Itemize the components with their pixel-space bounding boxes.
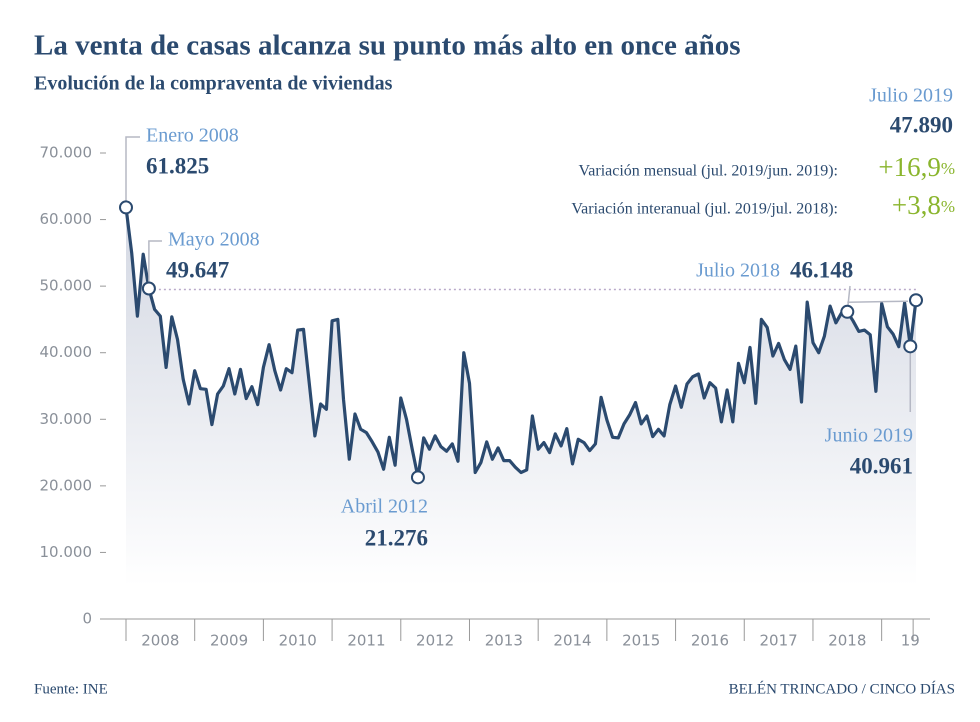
y-tick-label: 0 xyxy=(82,610,92,628)
x-tick-label: 2014 xyxy=(553,632,591,650)
y-tick-label: 20.000 xyxy=(40,476,93,494)
y-tick-label: 10.000 xyxy=(40,543,93,561)
highlight-point xyxy=(141,281,156,296)
variation-value: +16,9% xyxy=(878,152,955,182)
y-tick-label: 30.000 xyxy=(40,410,93,428)
annotation-value: 21.276 xyxy=(365,525,428,550)
annotation-value: 49.647 xyxy=(166,257,229,282)
variation-unit: % xyxy=(941,159,955,178)
y-tick-label: 50.000 xyxy=(40,277,93,295)
credit: BELÉN TRINCADO / CINCO DÍAS xyxy=(729,680,955,697)
leader-line xyxy=(125,136,140,208)
x-tick-label: 2015 xyxy=(622,632,660,650)
annotation-label: Junio 2019 xyxy=(825,425,913,447)
y-tick-label: 70.000 xyxy=(40,144,93,162)
y-tick-label: 60.000 xyxy=(40,210,93,228)
chart-title: La venta de casas alcanza su punto más a… xyxy=(34,30,741,62)
annotation-value: 61.825 xyxy=(146,153,209,178)
variation-number: +3,8 xyxy=(892,190,941,220)
chart-subtitle: Evolución de la compraventa de viviendas xyxy=(34,73,393,95)
y-tick-label: 40.000 xyxy=(40,343,93,361)
highlight-point xyxy=(903,339,918,354)
variation-label: Variación interanual (jul. 2019/jul. 201… xyxy=(571,201,838,218)
x-tick-label: 2018 xyxy=(828,632,866,650)
annotation-value: 40.961 xyxy=(850,453,913,478)
source: Fuente: INE xyxy=(34,681,108,697)
area xyxy=(126,207,916,586)
x-tick-label: 19 xyxy=(901,632,920,650)
x-tick-label: 2009 xyxy=(210,632,248,650)
variation-label: Variación mensual (jul. 2019/jun. 2019): xyxy=(578,163,838,180)
annotation-label: Julio 2019 xyxy=(869,85,953,107)
highlight-point xyxy=(410,470,425,485)
x-tick-label: 2013 xyxy=(485,632,523,650)
leader-line xyxy=(847,300,909,303)
variation-value: +3,8% xyxy=(892,190,955,220)
annotation-label: Abril 2012 xyxy=(341,496,428,518)
variation-unit: % xyxy=(941,197,955,216)
annotation-label: Mayo 2008 xyxy=(168,229,260,251)
annotation-label: Enero 2008 xyxy=(146,125,239,147)
x-tick-label: 2016 xyxy=(691,632,729,650)
highlight-point xyxy=(119,200,133,215)
x-tick-label: 2010 xyxy=(279,632,317,650)
x-tick-label: 2008 xyxy=(141,632,179,650)
highlight-point xyxy=(840,304,855,319)
x-tick-label: 2011 xyxy=(347,632,385,650)
leader-line xyxy=(148,240,162,289)
variation-number: +16,9 xyxy=(878,152,940,182)
highlight-point xyxy=(909,293,923,308)
annotation-value: 46.148 xyxy=(790,257,853,282)
x-tick-label: 2017 xyxy=(760,632,798,650)
x-tick-label: 2012 xyxy=(416,632,454,650)
annotation-value: 47.890 xyxy=(890,112,953,137)
line xyxy=(124,207,918,479)
annotation-label: Julio 2018 xyxy=(696,260,780,282)
